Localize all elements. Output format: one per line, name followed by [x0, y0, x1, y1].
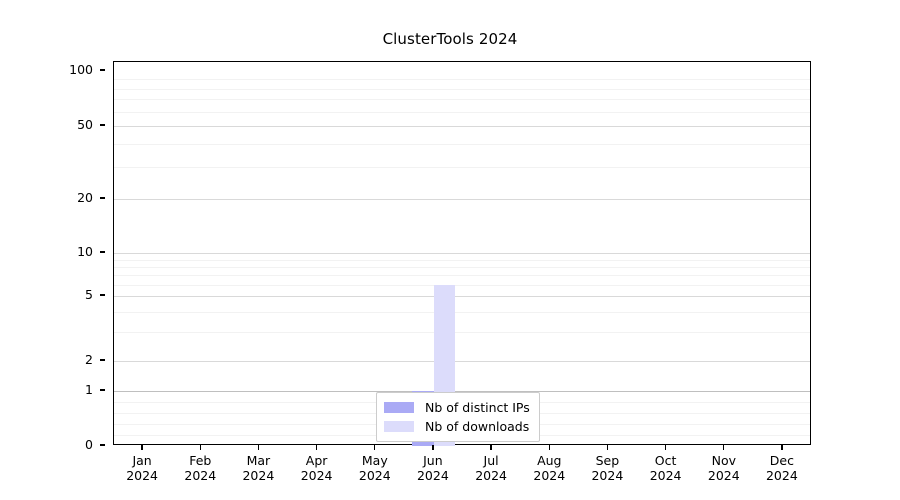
x-tick-year: 2024 — [184, 468, 217, 483]
x-tick-label: Jan 2024 — [126, 453, 158, 483]
x-tick-label: May 2024 — [359, 453, 391, 483]
x-tick-label: Aug 2024 — [533, 453, 565, 483]
x-tick-label: Sep 2024 — [591, 453, 623, 483]
x-tick-month: Jul — [483, 453, 499, 468]
gridline-minor — [114, 111, 810, 113]
x-tick-label: Dec 2024 — [766, 453, 798, 483]
y-tick-label: 10 — [77, 244, 93, 259]
y-tick-label: 100 — [69, 62, 93, 77]
x-tick-mark — [606, 445, 609, 450]
y-tick-label: 20 — [77, 190, 93, 205]
gridline-major — [114, 253, 810, 254]
gridline-minor — [114, 88, 810, 90]
gridline-minor — [114, 332, 810, 334]
y-tick-mark — [100, 359, 105, 361]
gridline-minor — [114, 99, 810, 101]
x-tick-month: Jan — [132, 453, 152, 468]
legend-swatch-icon — [384, 402, 414, 413]
y-tick-label: 2 — [85, 352, 93, 367]
y-tick-label: 1 — [85, 382, 93, 397]
gridline-minor — [114, 166, 810, 168]
x-tick-mark — [723, 445, 725, 450]
gridline-major — [114, 391, 810, 392]
y-tick-label: 50 — [77, 117, 93, 132]
x-tick-label: Apr 2024 — [301, 453, 333, 483]
chart-legend: Nb of distinct IPs Nb of downloads — [376, 392, 540, 442]
x-tick-month: May — [361, 453, 388, 468]
x-tick-month: Dec — [769, 453, 794, 468]
gridline-major — [114, 126, 810, 127]
gridline-major — [114, 361, 810, 362]
gridline-major — [114, 199, 810, 200]
x-tick-month: Aug — [537, 453, 562, 468]
legend-label: Nb of downloads — [425, 419, 530, 434]
y-tick-mark — [100, 124, 105, 126]
x-tick-year: 2024 — [242, 468, 275, 483]
x-tick-label: Nov 2024 — [708, 453, 740, 483]
legend-swatch-icon — [384, 421, 414, 432]
x-tick-month: Sep — [595, 453, 620, 468]
x-tick-label: Feb 2024 — [184, 453, 216, 483]
x-tick-mark — [141, 445, 143, 450]
x-tick-year: 2024 — [416, 468, 449, 483]
x-tick-month: Nov — [711, 453, 736, 468]
y-tick-mark — [100, 294, 105, 296]
gridline-minor — [114, 311, 810, 313]
x-tick-year: 2024 — [533, 468, 566, 483]
x-tick-label: Jun 2024 — [417, 453, 449, 483]
x-tick-mark — [490, 445, 492, 450]
gridline-minor — [114, 259, 810, 261]
legend-item[interactable]: Nb of downloads — [384, 417, 530, 436]
y-axis-tick-labels: 100 50 20 10 5 2 1 0 — [0, 61, 105, 452]
x-tick-year: 2024 — [707, 468, 740, 483]
bars-layer — [114, 62, 810, 446]
y-tick-mark — [100, 389, 105, 391]
y-tick-label: 5 — [85, 287, 93, 302]
x-tick-label: Mar 2024 — [242, 453, 274, 483]
x-tick-year: 2024 — [765, 468, 798, 483]
x-tick-mark — [432, 445, 434, 450]
x-tick-year: 2024 — [649, 468, 682, 483]
x-tick-mark — [257, 445, 260, 450]
chart-title: ClusterTools 2024 — [382, 30, 518, 48]
x-tick-mark — [315, 445, 318, 450]
y-tick-mark — [100, 251, 105, 253]
x-tick-mark — [199, 445, 201, 450]
x-tick-year: 2024 — [300, 468, 333, 483]
x-axis-tick-labels: Jan 2024 Feb 2024 Mar 2024 Apr 2024 May 2024 Jun 20… — [113, 445, 811, 495]
x-tick-month: Mar — [246, 453, 271, 468]
x-tick-mark — [548, 445, 550, 450]
y-tick-mark — [100, 69, 105, 71]
x-tick-month: Jun — [423, 453, 443, 468]
x-tick-month: Feb — [189, 453, 212, 468]
x-tick-month: Oct — [654, 453, 677, 468]
x-tick-year: 2024 — [475, 468, 507, 483]
gridline-major — [114, 296, 810, 297]
y-tick-mark — [100, 197, 105, 199]
gridline-minor — [114, 79, 810, 81]
x-tick-year: 2024 — [591, 468, 624, 483]
gridline-minor — [114, 143, 810, 145]
x-tick-month: Apr — [305, 453, 328, 468]
gridline-minor — [114, 275, 810, 277]
legend-item[interactable]: Nb of distinct IPs — [384, 398, 530, 417]
x-tick-label: Jul 2024 — [475, 453, 507, 483]
x-tick-mark — [781, 445, 783, 450]
x-tick-mark — [374, 445, 376, 450]
gridline-minor — [114, 284, 810, 286]
y-tick-label: 0 — [85, 437, 93, 452]
x-tick-year: 2024 — [126, 468, 158, 483]
x-tick-label: Oct 2024 — [650, 453, 682, 483]
x-tick-mark — [664, 445, 667, 450]
x-tick-year: 2024 — [358, 468, 391, 483]
y-tick-mark — [100, 444, 105, 446]
legend-label: Nb of distinct IPs — [425, 400, 530, 415]
plot-area — [113, 61, 811, 446]
gridline-minor — [114, 266, 810, 268]
